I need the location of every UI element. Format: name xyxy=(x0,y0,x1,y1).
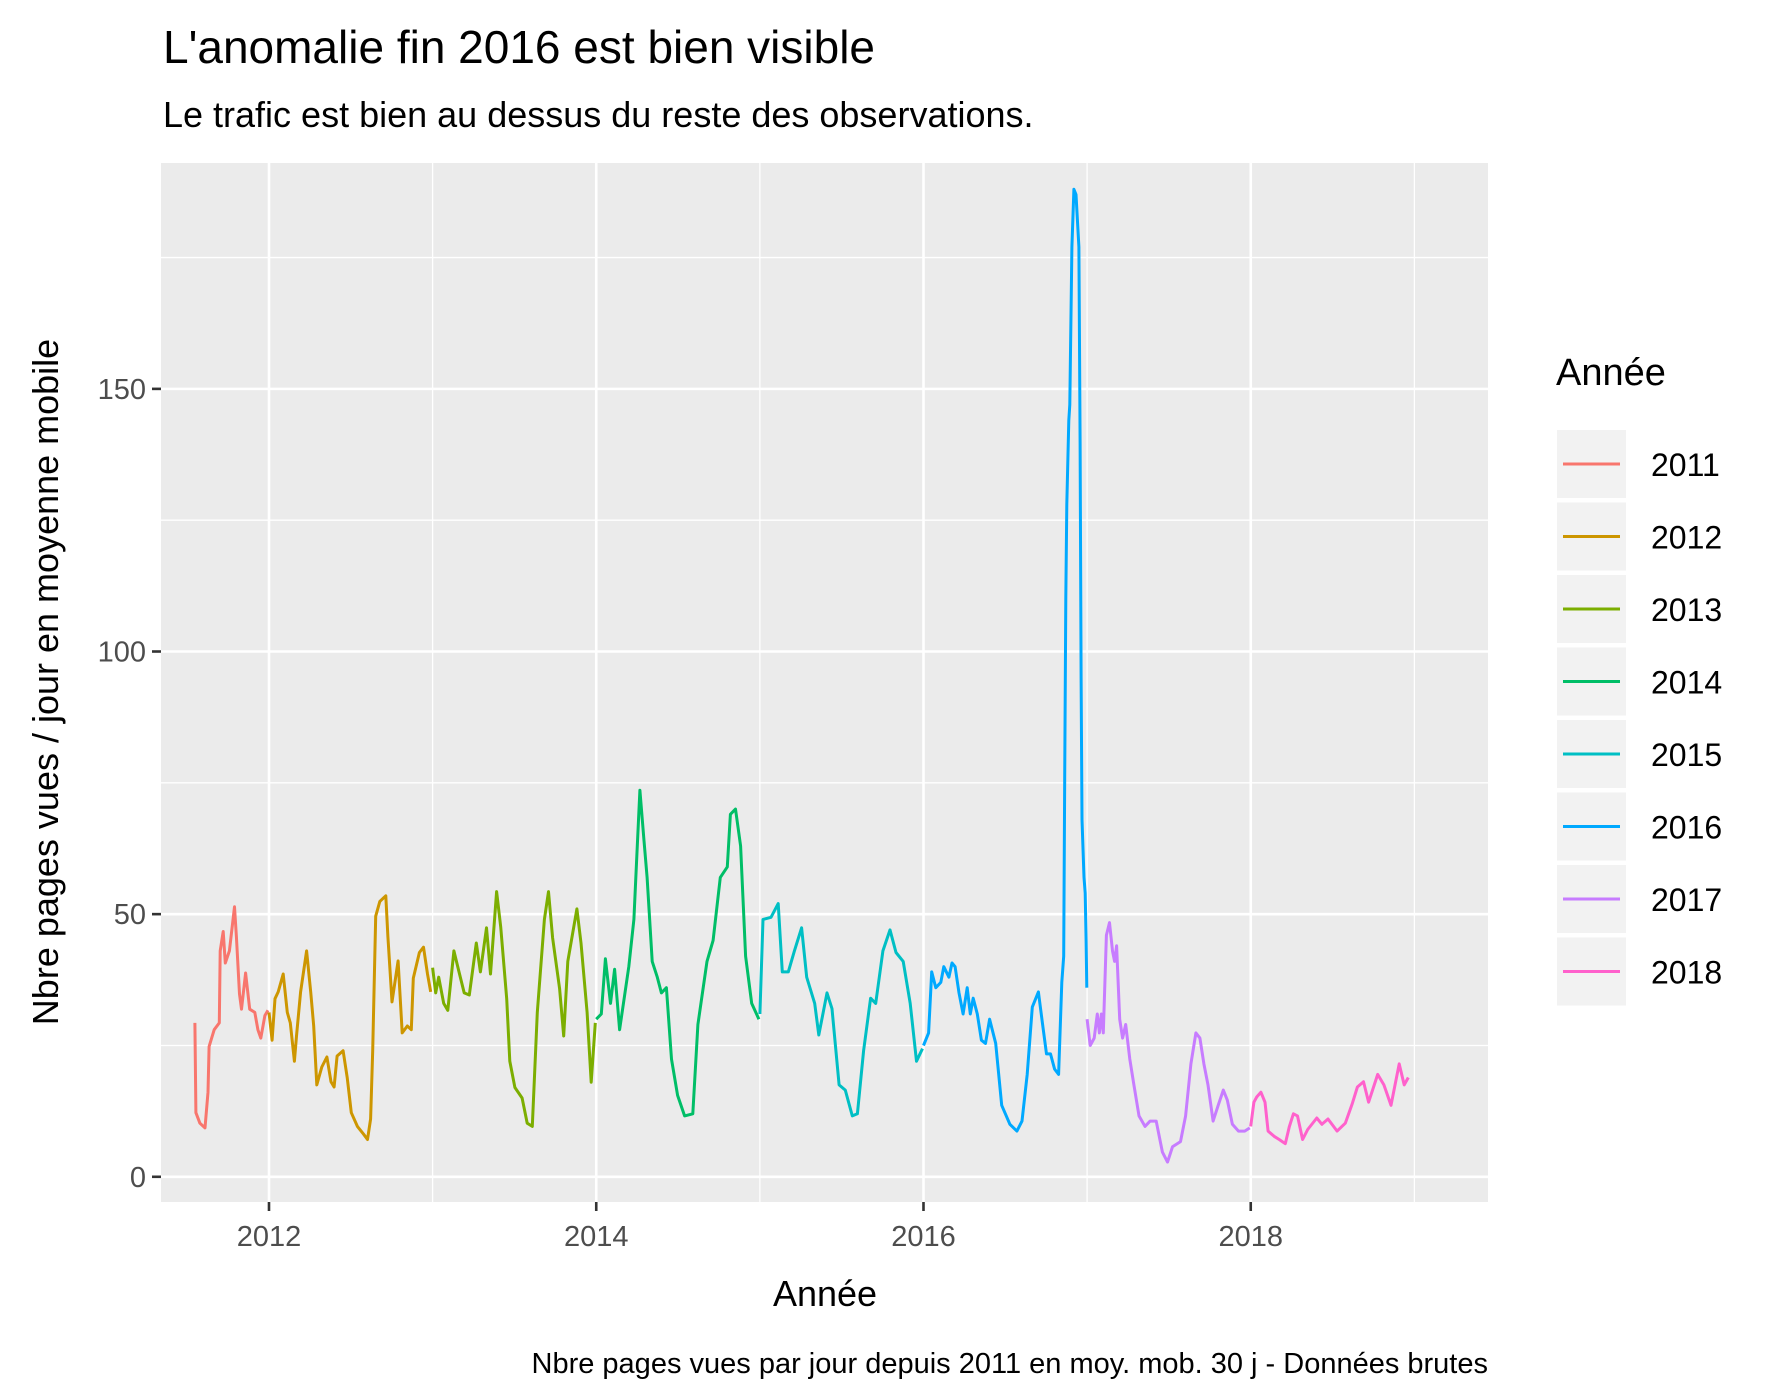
series-line-2018 xyxy=(1249,1062,1410,1146)
chart-title: L'anomalie fin 2016 est bien visible xyxy=(163,21,875,73)
legend-label: 2012 xyxy=(1651,520,1722,556)
series-lines xyxy=(193,187,1410,1164)
legend-item-2014: 2014 xyxy=(1557,647,1722,716)
x-tick-label: 2014 xyxy=(564,1221,629,1253)
y-tick-label: 150 xyxy=(98,374,146,406)
series-line-2011 xyxy=(193,905,270,1130)
minor-gridlines xyxy=(161,163,1488,1202)
plot-panel xyxy=(161,163,1488,1202)
y-axis-title: Nbre pages vues / jour en moyenne mobile xyxy=(25,339,66,1025)
x-axis: 2012 2014 2016 2018 xyxy=(237,1202,1283,1253)
y-axis: 0 50 100 150 xyxy=(98,374,161,1194)
series-line-2015 xyxy=(758,902,924,1118)
x-tick-label: 2012 xyxy=(237,1221,302,1253)
y-tick-label: 0 xyxy=(130,1162,146,1194)
y-tick-label: 100 xyxy=(98,637,146,669)
legend-label: 2014 xyxy=(1651,665,1722,701)
legend: 2011 2012 2013 2014 2015 2016 2017 2018 xyxy=(1557,430,1722,1006)
legend-label: 2017 xyxy=(1651,882,1722,918)
legend-item-2017: 2017 xyxy=(1557,865,1722,933)
legend-title: Année xyxy=(1556,352,1666,394)
legend-label: 2018 xyxy=(1651,955,1722,991)
y-tick-label: 50 xyxy=(114,899,146,931)
legend-item-2015: 2015 xyxy=(1557,720,1722,788)
legend-item-2012: 2012 xyxy=(1557,502,1722,571)
series-line-2016 xyxy=(922,187,1089,1133)
x-axis-title: Année xyxy=(773,1273,877,1314)
legend-item-2013: 2013 xyxy=(1557,575,1722,643)
x-tick-label: 2018 xyxy=(1218,1221,1283,1253)
series-line-2014 xyxy=(595,788,761,1118)
series-line-2017 xyxy=(1085,921,1251,1164)
chart-subtitle: Le trafic est bien au dessus du reste de… xyxy=(163,94,1034,135)
series-line-2012 xyxy=(267,894,433,1141)
legend-item-2018: 2018 xyxy=(1557,937,1722,1006)
legend-item-2011: 2011 xyxy=(1557,430,1720,498)
x-tick-label: 2016 xyxy=(891,1221,956,1253)
series-line-2013 xyxy=(431,890,597,1128)
legend-item-2016: 2016 xyxy=(1557,792,1722,861)
legend-label: 2015 xyxy=(1651,737,1722,773)
chart-caption: Nbre pages vues par jour depuis 2011 en … xyxy=(532,1348,1488,1380)
legend-label: 2013 xyxy=(1651,592,1722,628)
legend-label: 2011 xyxy=(1651,447,1720,483)
legend-label: 2016 xyxy=(1651,810,1722,846)
